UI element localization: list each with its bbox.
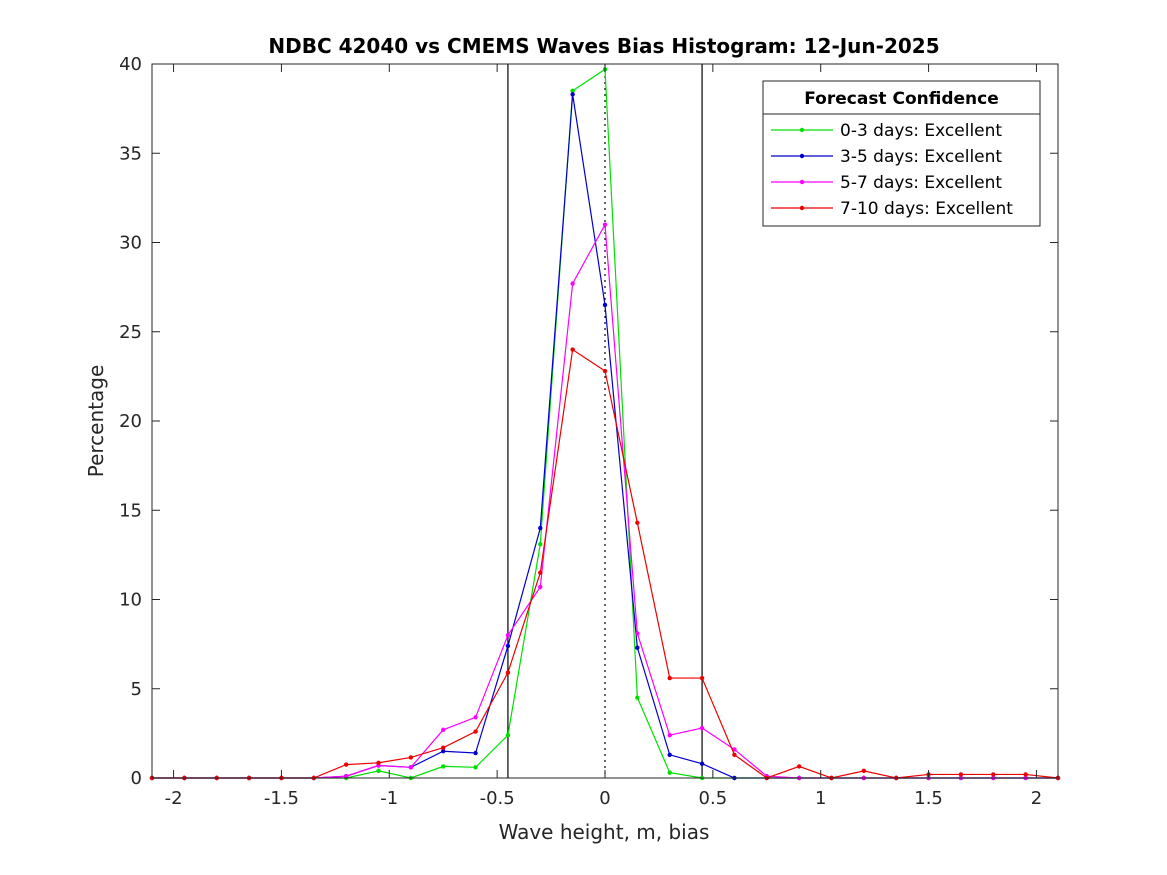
data-point [958, 772, 964, 777]
chart-title: NDBC 42040 vs CMEMS Waves Bias Histogram… [268, 34, 939, 58]
legend-item-2: 5-7 days: Excellent [771, 173, 1002, 193]
y-tick-label: 20 [119, 411, 142, 432]
data-point [505, 633, 511, 638]
x-tick-label: 2 [1031, 788, 1042, 809]
legend-swatch-marker [799, 179, 805, 185]
data-point [343, 774, 349, 779]
y-tick-label: 0 [131, 768, 142, 789]
reference-lines [507, 64, 703, 778]
data-point [635, 695, 640, 700]
data-point [441, 749, 446, 754]
data-point [441, 745, 446, 750]
legend-swatch-marker [799, 153, 805, 159]
y-tick-label: 15 [119, 500, 142, 521]
data-point [635, 645, 640, 650]
data-point [635, 631, 640, 636]
legend-item-0: 0-3 days: Excellent [771, 121, 1002, 141]
data-point [505, 670, 511, 675]
data-point [635, 520, 640, 525]
data-point [441, 764, 446, 769]
x-tick-label: -0.5 [480, 788, 515, 809]
data-point [538, 525, 543, 531]
data-point [602, 368, 608, 374]
legend-label: 5-7 days: Excellent [840, 173, 1002, 193]
data-point [732, 752, 737, 757]
legend-swatch-marker [799, 127, 805, 133]
data-point [667, 752, 672, 757]
x-tick-label: -1 [380, 788, 398, 809]
data-point [1023, 772, 1028, 777]
data-point [699, 675, 705, 681]
legend-item-1: 3-5 days: Excellent [771, 147, 1002, 167]
data-point [699, 761, 705, 766]
data-point [570, 92, 575, 97]
data-point [602, 302, 608, 308]
data-point [861, 768, 867, 774]
x-axis-label: Wave height, m, bias [499, 820, 710, 844]
data-point [408, 765, 414, 770]
data-point [408, 755, 414, 760]
legend-swatch-marker [799, 205, 805, 211]
data-point [473, 715, 478, 720]
x-tick-label: 1 [815, 788, 826, 809]
data-point [570, 88, 575, 93]
data-point [667, 770, 672, 775]
data-point [505, 643, 511, 649]
y-axis-label: Percentage [84, 365, 108, 478]
x-tick-label: -1.5 [264, 788, 299, 809]
legend-label: 3-5 days: Excellent [840, 147, 1002, 167]
data-point [991, 772, 996, 777]
y-tick-label: 25 [119, 322, 142, 343]
x-tick-label: 0.5 [699, 788, 728, 809]
y-tick-label: 30 [119, 233, 142, 254]
data-point [796, 764, 802, 769]
y-tick-label: 5 [131, 679, 142, 700]
x-tick-label: 1.5 [914, 788, 943, 809]
data-point [699, 725, 705, 731]
data-point [538, 541, 543, 547]
legend: Forecast Confidence 0-3 days: Excellent 3… [762, 80, 1041, 227]
data-point [343, 762, 349, 767]
y-tick-label: 35 [119, 143, 142, 164]
data-point [570, 347, 575, 352]
data-point [376, 760, 381, 766]
data-point [505, 732, 511, 738]
x-tick-label: -2 [165, 788, 183, 809]
data-point [538, 584, 543, 590]
data-point [376, 768, 381, 774]
data-point [667, 732, 672, 738]
legend-label: 7-10 days: Excellent [840, 199, 1013, 219]
data-point [473, 750, 478, 756]
data-point [570, 281, 575, 286]
data-point [538, 570, 543, 575]
data-point [602, 222, 608, 227]
y-tick-label: 10 [119, 590, 142, 611]
data-point [667, 675, 672, 681]
data-point [732, 747, 737, 752]
legend-item-3: 7-10 days: Excellent [771, 199, 1013, 219]
legend-label: 0-3 days: Excellent [840, 121, 1002, 141]
legend-title: Forecast Confidence [804, 89, 999, 109]
data-point [473, 729, 478, 734]
y-tick-label: 40 [119, 54, 142, 75]
legend-box [762, 80, 1041, 227]
x-tick-label: 0 [599, 788, 610, 809]
data-point [473, 765, 478, 770]
data-point [441, 727, 446, 733]
